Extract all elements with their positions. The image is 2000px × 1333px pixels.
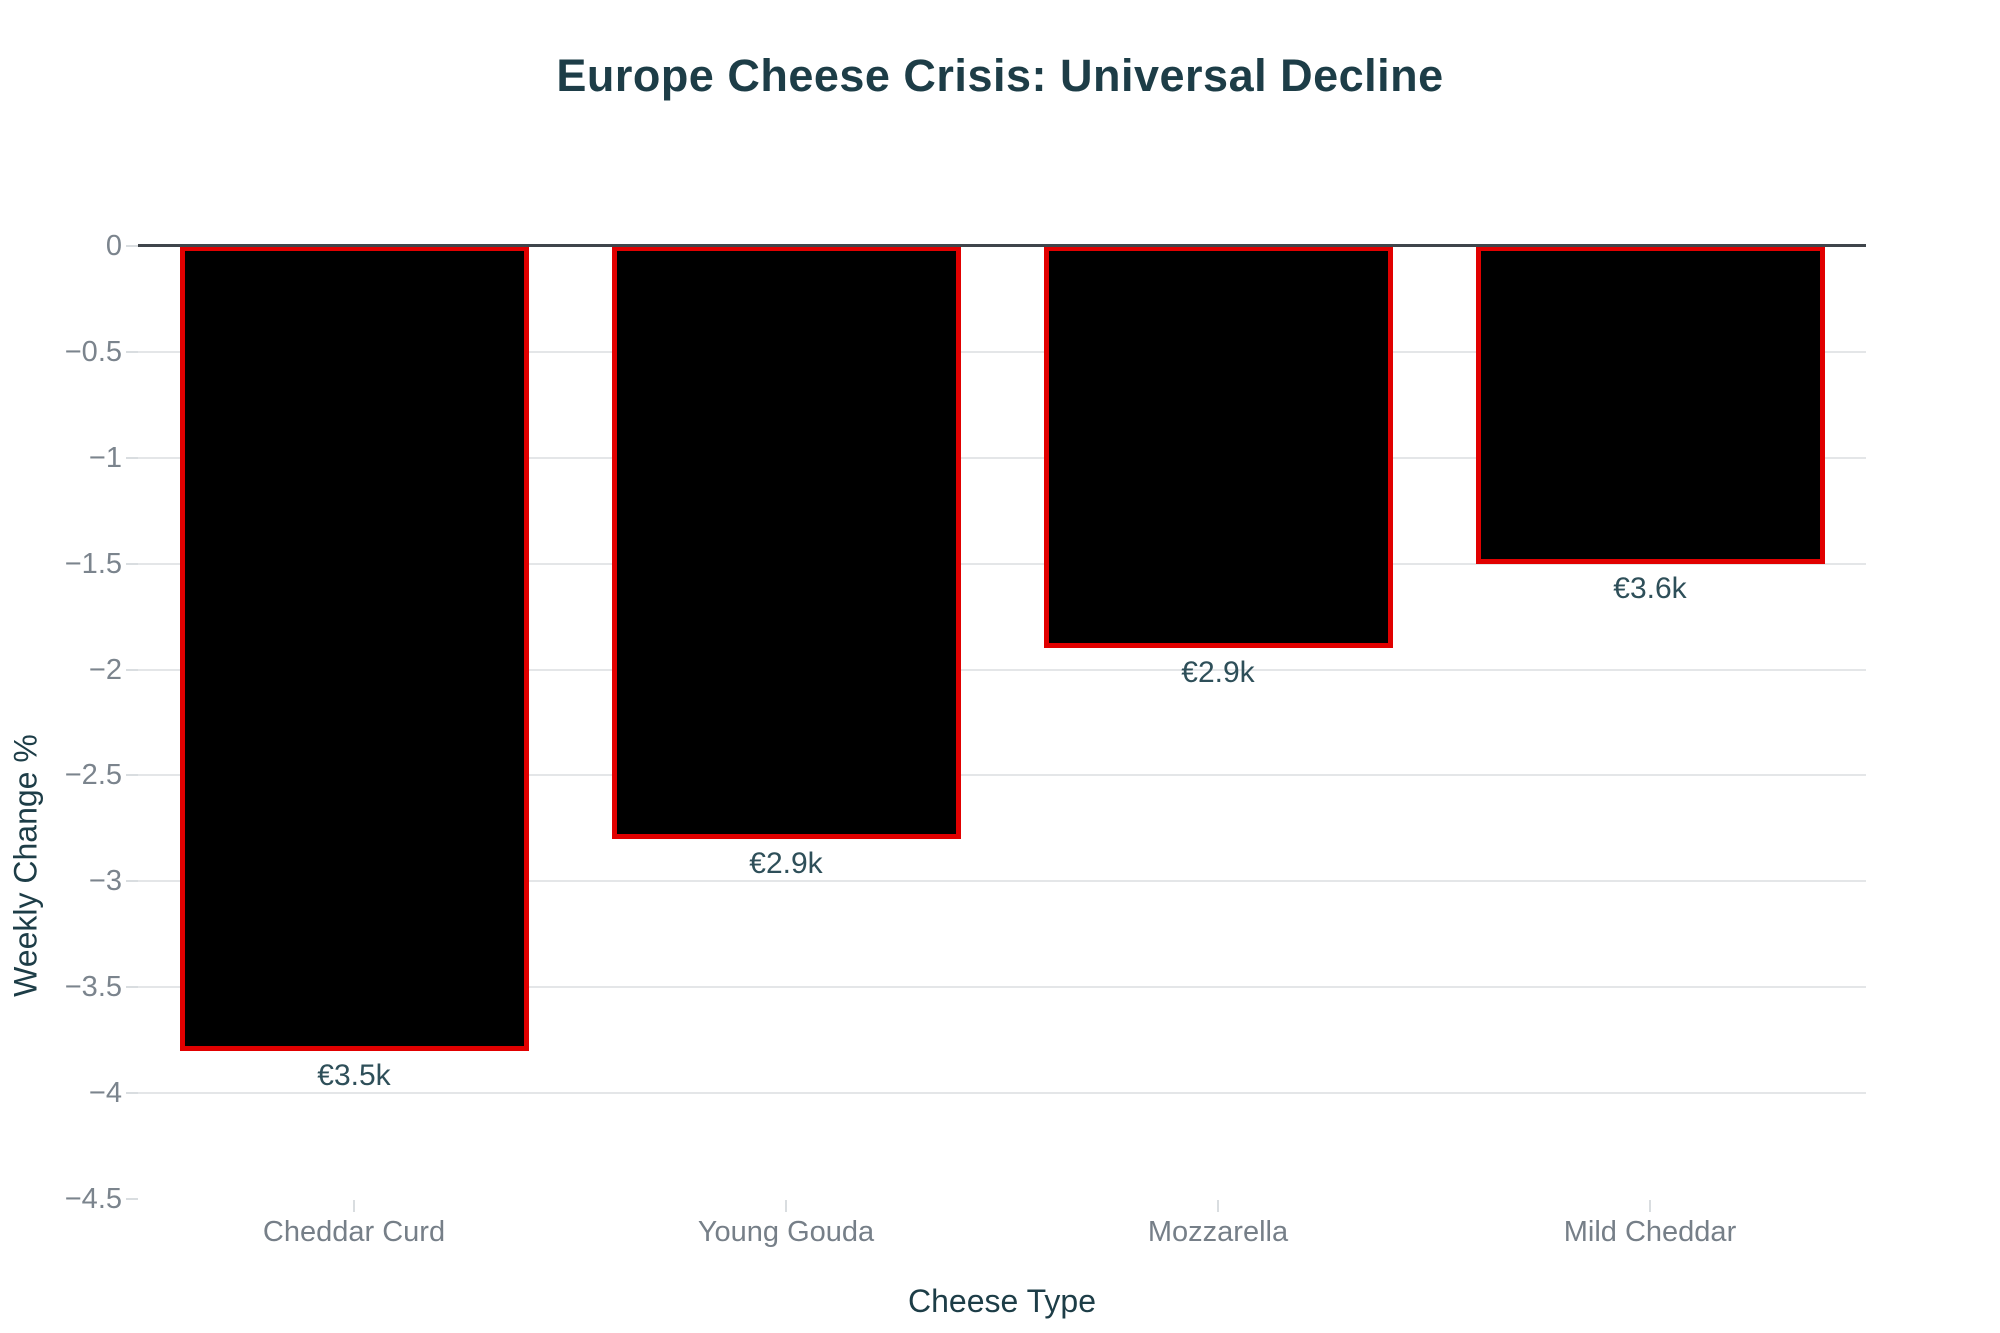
y-gridline — [138, 1092, 1866, 1095]
bar-1 — [611, 246, 961, 839]
y-tick-mark — [126, 986, 138, 989]
x-category-label: Young Gouda — [697, 1216, 875, 1248]
zero-baseline — [138, 244, 1866, 247]
y-tick-label: −3 — [88, 865, 122, 898]
x-tick-mark — [1217, 1200, 1219, 1212]
y-gridline — [138, 880, 1866, 883]
x-tick-mark — [785, 1200, 787, 1212]
bar-2 — [1043, 246, 1393, 649]
y-tick-label: −4 — [88, 1077, 122, 1110]
y-tick-mark — [126, 456, 138, 459]
x-axis-title: Cheese Type — [908, 1283, 1096, 1319]
y-tick-label: −2.5 — [64, 759, 122, 792]
x-tick-mark — [1649, 1200, 1651, 1212]
y-gridline — [138, 986, 1866, 989]
y-tick-label: 0 — [105, 230, 122, 262]
y-tick-mark — [126, 774, 138, 777]
bar-0 — [179, 246, 529, 1051]
y-tick-label: −0.5 — [64, 335, 122, 368]
bar-3 — [1475, 246, 1825, 564]
x-tick-mark — [353, 1200, 355, 1212]
y-gridline — [138, 350, 1866, 353]
y-tick-mark — [126, 350, 138, 353]
y-tick-mark — [126, 562, 138, 565]
y-tick-mark — [126, 1092, 138, 1095]
y-gridline — [138, 456, 1866, 459]
y-tick-label: −2 — [88, 653, 122, 686]
y-tick-mark — [126, 668, 138, 671]
y-tick-mark — [126, 880, 138, 883]
y-tick-label: −4.5 — [64, 1183, 122, 1215]
x-category-label: Mild Cheddar — [1563, 1216, 1737, 1248]
x-category-label: Cheddar Curd — [262, 1216, 446, 1248]
y-gridline — [138, 774, 1866, 777]
bar-value-label: €2.9k — [1181, 656, 1255, 690]
bar-value-label: €2.9k — [749, 846, 823, 880]
bar-value-label: €3.6k — [1613, 571, 1687, 605]
y-gridline — [138, 668, 1866, 671]
x-category-label: Mozzarella — [1147, 1216, 1289, 1248]
y-tick-label: −1 — [88, 441, 122, 474]
y-tick-label: −1.5 — [64, 547, 122, 580]
y-tick-mark — [126, 245, 138, 247]
bar-value-label: €3.5k — [317, 1058, 391, 1092]
y-tick-label: −3.5 — [64, 971, 122, 1004]
y-gridline — [138, 562, 1866, 565]
chart-title: Europe Cheese Crisis: Universal Decline — [556, 50, 1444, 101]
y-tick-mark — [126, 1198, 138, 1200]
